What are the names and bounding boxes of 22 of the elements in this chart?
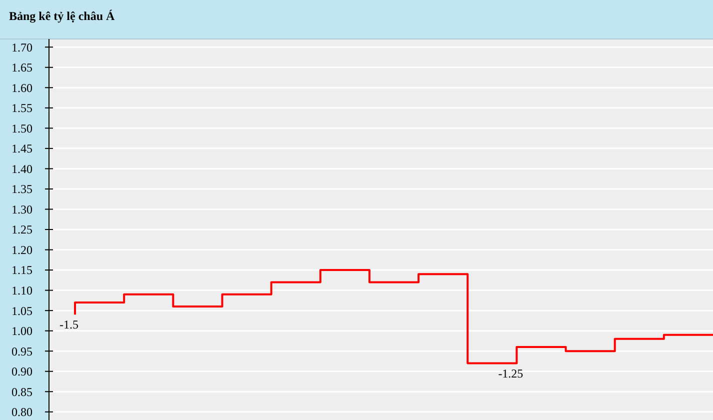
y-tick-label: 1.30: [12, 202, 32, 216]
annotation: -1.5: [60, 318, 78, 332]
y-tick-label: 1.10: [12, 284, 32, 298]
y-tick-label: 1.00: [12, 324, 32, 338]
y-tick-label: 1.70: [12, 40, 32, 54]
y-tick-label: 1.55: [12, 101, 32, 116]
y-tick-label: 1.20: [12, 242, 32, 257]
y-tick-label: 1.15: [12, 263, 32, 278]
y-tick-label: 1.50: [12, 121, 32, 136]
y-tick-label: 1.05: [12, 304, 32, 318]
y-tick-label: 1.45: [12, 142, 32, 156]
annotation: -1.25: [498, 366, 524, 380]
y-tick-label: 1.40: [12, 162, 32, 176]
y-tick-label: 0.85: [12, 384, 32, 399]
y-tick-label: 1.25: [12, 222, 32, 237]
y-tick-label: 0.95: [12, 344, 32, 358]
y-tick-label: 1.35: [12, 182, 32, 196]
y-tick-label: 1.60: [12, 80, 32, 95]
y-tick-label: 0.80: [12, 405, 32, 420]
chart-title: Bảng kê tỷ lệ châu Á: [9, 9, 116, 23]
y-tick-label: 1.65: [12, 60, 32, 75]
y-tick-label: 0.90: [12, 364, 32, 379]
